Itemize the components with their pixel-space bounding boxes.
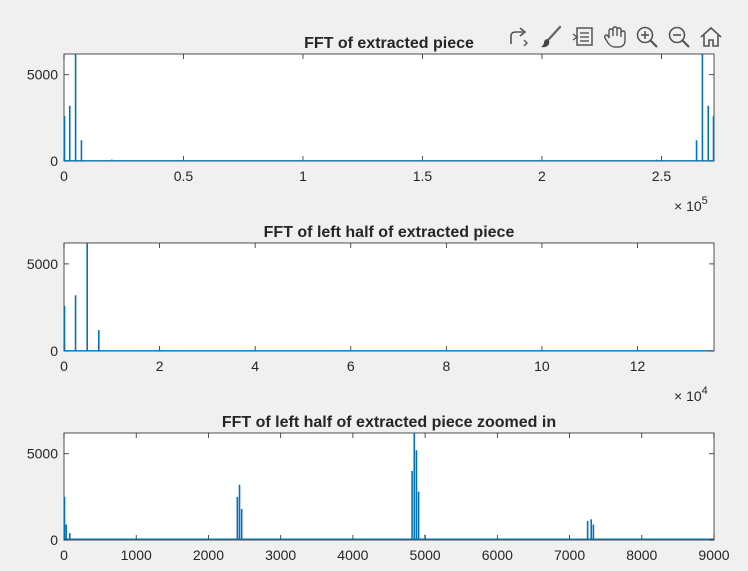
x-tick-label: 1000 (121, 547, 152, 563)
x-tick-label: 6 (347, 358, 355, 374)
x-tick-label: 0 (60, 358, 68, 374)
x-tick-label: 4 (251, 358, 259, 374)
subplot-title: FFT of left half of extracted piece zoom… (222, 414, 556, 431)
restore-view-button[interactable] (696, 22, 726, 52)
pan-hand-icon (603, 26, 626, 48)
brush-icon (541, 25, 562, 48)
x-tick-label: 12 (630, 358, 646, 374)
x-tick-label: 0 (60, 168, 68, 184)
export-button[interactable] (504, 22, 534, 52)
x-tick-label: 1 (299, 168, 307, 184)
subplot-title: FFT of extracted piece (304, 35, 474, 52)
x-tick-label: 2 (156, 358, 164, 374)
pan-button[interactable] (600, 22, 630, 52)
x-tick-label: 6000 (482, 547, 513, 563)
plot-area (63, 53, 715, 162)
zoom-out-button[interactable] (664, 22, 694, 52)
y-tick-label: 0 (50, 153, 58, 169)
zoom-in-button[interactable] (632, 22, 662, 52)
y-tick-label: 5000 (27, 256, 58, 272)
x-tick-label: 2.5 (652, 168, 672, 184)
y-tick-label: 5000 (27, 67, 58, 83)
series-line (63, 433, 714, 540)
x-tick-label: 0 (60, 547, 68, 563)
plot-area (63, 242, 715, 352)
x-tick-label: 8000 (626, 547, 657, 563)
x-exponent-power: 4 (702, 385, 708, 397)
x-tick-label: 7000 (554, 547, 585, 563)
x-tick-label: 9000 (698, 547, 729, 563)
x-exponent-label: × 104 (674, 385, 708, 404)
x-tick-label: 2 (538, 168, 546, 184)
x-tick-label: 0.5 (174, 168, 194, 184)
zoom-in-icon (636, 26, 658, 48)
x-tick-label: 5000 (410, 547, 441, 563)
series-line (63, 54, 715, 162)
x-tick-label: 2000 (193, 547, 224, 563)
x-tick-label: 8 (442, 358, 450, 374)
series-line (63, 243, 714, 352)
y-tick-label: 5000 (27, 446, 58, 462)
zoom-out-icon (668, 26, 690, 48)
y-tick-label: 0 (50, 343, 58, 359)
plot-area (63, 432, 715, 541)
home-restore-icon (700, 26, 722, 47)
data-tips-button[interactable] (568, 22, 598, 52)
x-exponent-power: 5 (702, 195, 708, 207)
axes-toolbar (504, 22, 726, 52)
x-exponent-label: × 105 (674, 195, 708, 214)
data-tips-icon (572, 27, 593, 46)
brush-button[interactable] (536, 22, 566, 52)
x-tick-label: 10 (534, 358, 550, 374)
x-tick-label: 3000 (265, 547, 296, 563)
subplot-1[interactable]: FFT of extracted piece 0 0.5 1 1.5 2 2.5 0 5000 ×… (27, 35, 715, 214)
x-tick-label: 1.5 (413, 168, 433, 184)
x-tick-label: 4000 (337, 547, 368, 563)
subplot-2[interactable]: FFT of left half of extracted piece 0 2 4 6 8… (27, 224, 715, 404)
subplot-3[interactable]: FFT of left half of extracted piece zoom… (27, 414, 730, 563)
export-icon (510, 27, 528, 47)
subplot-title: FFT of left half of extracted piece (264, 224, 515, 241)
y-tick-label: 0 (50, 532, 58, 548)
